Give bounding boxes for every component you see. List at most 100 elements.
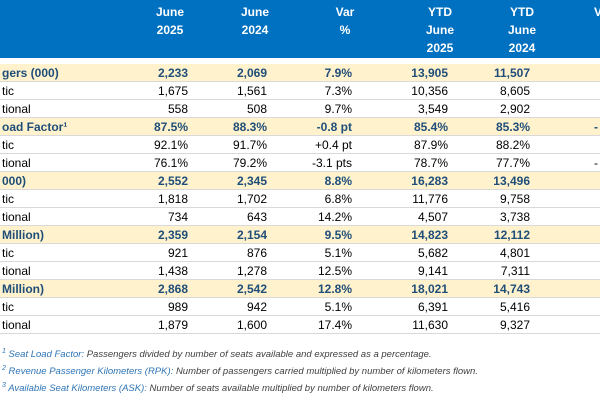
cell-value: 13,905 <box>411 66 448 80</box>
cell-value: 1,702 <box>236 192 267 206</box>
header-label: V <box>594 5 600 19</box>
cell-value: 17.4% <box>317 318 352 332</box>
cell-value: 2,233 <box>157 66 188 80</box>
row-label: Million) <box>2 282 44 296</box>
row-label: tic <box>2 84 14 98</box>
row-label: tional <box>2 102 31 116</box>
cell-value: 18,021 <box>411 282 448 296</box>
table-row: tional 558 508 9.7% 3,549 2,902 <box>0 100 600 118</box>
cell-value: 3,738 <box>499 210 530 224</box>
cell-value: 6,391 <box>417 300 448 314</box>
cell-value: 92.1% <box>153 138 188 152</box>
cell-value: 2,154 <box>236 228 267 242</box>
cell-value: -0.8 pt <box>316 120 352 134</box>
cell-value: 2,902 <box>499 102 530 116</box>
row-label: gers (000) <box>2 66 59 80</box>
cell-value: 876 <box>246 246 267 260</box>
footnote-text: Number of seats available multiplied by … <box>149 383 434 395</box>
cell-value: 921 <box>167 246 188 260</box>
cell-value: 12.8% <box>317 282 352 296</box>
cell-value: 1,600 <box>236 318 267 332</box>
cell-value: 11,776 <box>412 192 448 206</box>
cell-value: 11,630 <box>412 318 448 332</box>
cell-value: 12.5% <box>317 264 352 278</box>
cell-value: 14.2% <box>317 210 352 224</box>
cell-value: 1,675 <box>157 84 188 98</box>
table-row: tic 989 942 5.1% 6,391 5,416 <box>0 298 600 316</box>
footnote-mark: 1 <box>2 348 6 355</box>
row-label: tional <box>2 210 31 224</box>
cell-value: 87.5% <box>153 120 188 134</box>
footnote-term: Available Seat Kilometers (ASK): <box>8 383 147 395</box>
cell-value: 91.7% <box>232 138 267 152</box>
cell-value: 1,278 <box>236 264 267 278</box>
cell-value: 2,868 <box>157 282 188 296</box>
cell-value: 11,507 <box>493 66 530 80</box>
cell-value: 9.7% <box>324 102 352 116</box>
summary-row: Million) 2,868 2,542 12.8% 18,021 14,743 <box>0 280 600 298</box>
footnote-term: Revenue Passenger Kilometers (RPK): <box>8 366 174 378</box>
cell-value: 5,682 <box>417 246 448 260</box>
summary-row: gers (000) 2,233 2,069 7.9% 13,905 11,507 <box>0 64 600 82</box>
cell-value: 4,801 <box>499 246 530 260</box>
cell-value: 87.9% <box>413 138 448 152</box>
cell-value: 7.9% <box>324 66 352 80</box>
cell-value: 5,416 <box>499 300 530 314</box>
cell-value: 9,327 <box>499 318 530 332</box>
cell-value: 7.3% <box>324 84 352 98</box>
cell-value: 8.8% <box>324 174 352 188</box>
cell-value: 6.8% <box>324 192 352 206</box>
cell-value: 1,438 <box>157 264 188 278</box>
cell-value: 85.4% <box>413 120 448 134</box>
row-label: 000) <box>2 174 27 188</box>
cell-value: 88.3% <box>232 120 267 134</box>
table-row: tic 92.1% 91.7% +0.4 pt 87.9% 88.2% <box>0 136 600 154</box>
cell-value: 643 <box>246 210 267 224</box>
table-row: tic 1,818 1,702 6.8% 11,776 9,758 <box>0 190 600 208</box>
summary-row: 000) 2,552 2,345 8.8% 16,283 13,496 <box>0 172 600 190</box>
header-label: 2024 <box>241 23 269 37</box>
header-label: YTD <box>428 5 452 19</box>
footnote-text: Passengers divided by number of seats av… <box>86 349 432 361</box>
cell-value: +0.4 pt <box>314 138 352 152</box>
table-row: tional 1,879 1,600 17.4% 11,630 9,327 <box>0 316 600 334</box>
cell-value: - <box>594 120 598 134</box>
row-label: tic <box>2 246 14 260</box>
table-row: tic 921 876 5.1% 5,682 4,801 <box>0 244 600 262</box>
footnote-mark: 3 <box>2 382 6 389</box>
footnote-mark: 2 <box>2 365 6 372</box>
header-label: June <box>507 23 536 37</box>
row-label: Million) <box>2 228 44 242</box>
row-label: oad Factor¹ <box>2 120 68 134</box>
cell-value: 3,549 <box>417 102 448 116</box>
cell-value: 2,359 <box>157 228 188 242</box>
table-header: June 2025 June 2024 Var% YTD June 2025 YTD June 20… <box>0 0 600 58</box>
row-label: tional <box>2 264 31 278</box>
header-label: June <box>240 5 269 19</box>
cell-value: 2,069 <box>236 66 267 80</box>
cell-value: 14,743 <box>493 282 530 296</box>
cell-value: 1,879 <box>157 318 188 332</box>
cell-value: 2,542 <box>236 282 267 296</box>
cell-value: 76.1% <box>153 156 188 170</box>
cell-value: 5.1% <box>324 246 352 260</box>
table-row: tional 734 643 14.2% 4,507 3,738 <box>0 208 600 226</box>
cell-value: 9.5% <box>324 228 352 242</box>
cell-value: 85.3% <box>495 120 530 134</box>
header-label: 2025 <box>156 23 184 37</box>
cell-value: 16,283 <box>411 174 448 188</box>
header-label: June <box>425 23 454 37</box>
cell-value: 14,823 <box>411 228 448 242</box>
cell-value: -3.1 pts <box>311 156 352 170</box>
cell-value: 734 <box>167 210 188 224</box>
table-row: tional 1,438 1,278 12.5% 9,141 7,311 <box>0 262 600 280</box>
footnote: 1 Seat Load Factor: Passengers divided b… <box>2 348 432 360</box>
row-label: tional <box>2 156 31 170</box>
cell-value: 13,496 <box>493 174 530 188</box>
cell-value: 2,345 <box>236 174 267 188</box>
cell-value: 88.2% <box>495 138 530 152</box>
cell-value: 508 <box>246 102 267 116</box>
table-row: tic 1,675 1,561 7.3% 10,356 8,605 <box>0 82 600 100</box>
footnote-text: Number of passengers carried multiplied … <box>175 366 478 378</box>
